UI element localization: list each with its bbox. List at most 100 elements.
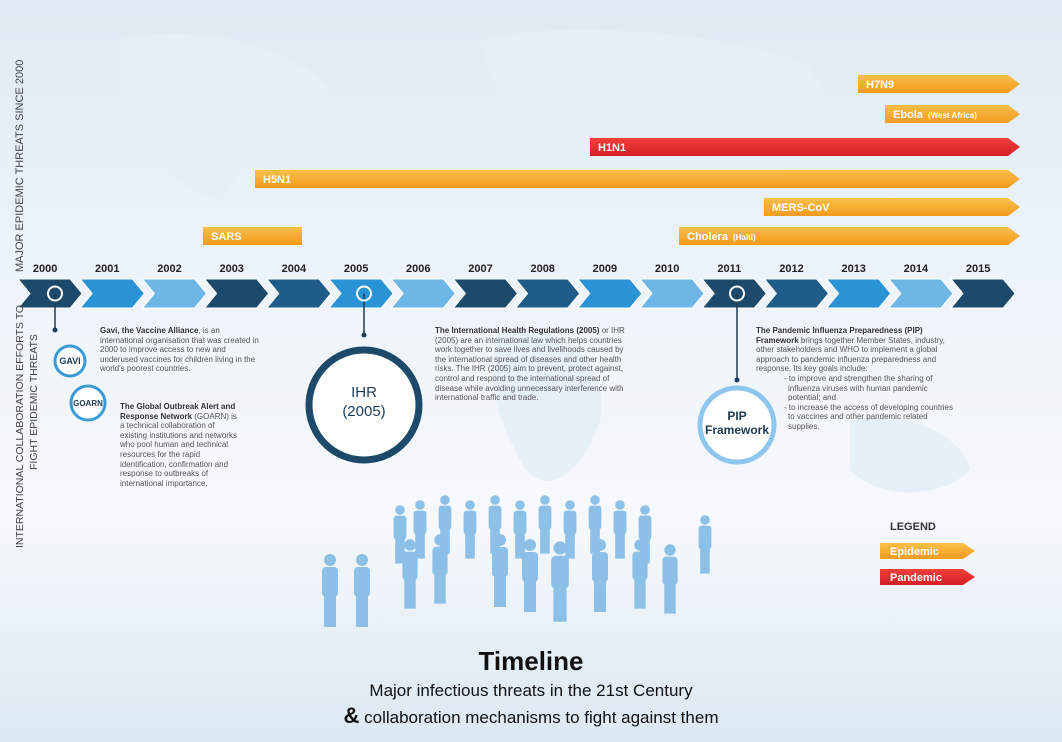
pip-badge-label: Framework bbox=[705, 423, 769, 437]
person-legs bbox=[494, 575, 506, 607]
ihr-badge bbox=[305, 346, 423, 464]
year-chevron bbox=[576, 278, 643, 309]
marker-ring bbox=[729, 285, 745, 302]
threat-label: Cholera (Haiti) bbox=[687, 231, 756, 243]
marker-dot bbox=[734, 377, 740, 383]
person-body bbox=[492, 547, 508, 577]
person-head bbox=[634, 539, 646, 551]
threat-bar bbox=[858, 75, 1020, 93]
person-body bbox=[322, 567, 338, 597]
person-body bbox=[551, 555, 569, 589]
bold-lead: The Global Outbreak Alert and Response N… bbox=[120, 402, 236, 421]
footer-line: Major infectious threats in the 21st Cen… bbox=[369, 681, 693, 700]
person-body bbox=[563, 510, 577, 535]
bold-lead: The International Health Regulations (20… bbox=[435, 326, 600, 335]
year-label: 2005 bbox=[344, 263, 368, 275]
threat-name: MERS-CoV bbox=[772, 202, 830, 214]
person-legs bbox=[615, 533, 625, 559]
threat-label: H1N1 bbox=[598, 142, 626, 154]
person-head bbox=[615, 500, 625, 510]
person-legs bbox=[404, 578, 416, 609]
person-body bbox=[522, 552, 538, 582]
person-head bbox=[565, 500, 575, 510]
person-head bbox=[415, 500, 425, 510]
year-label: 2009 bbox=[593, 263, 617, 275]
goarn-description: The Global Outbreak Alert and Response N… bbox=[120, 402, 238, 488]
person-body bbox=[354, 567, 370, 597]
person-legs bbox=[465, 533, 475, 559]
person-legs bbox=[664, 583, 676, 614]
threat-bar bbox=[203, 227, 302, 245]
threat-name: Cholera bbox=[687, 231, 729, 243]
person-body bbox=[613, 510, 627, 535]
threat-bar bbox=[764, 198, 1020, 216]
person-head bbox=[640, 505, 650, 515]
threat-label: Ebola (West Africa) bbox=[893, 109, 977, 121]
body-text: (GOARN) is a technical collaboration of … bbox=[120, 411, 237, 488]
marker-ring bbox=[47, 285, 63, 302]
person-body bbox=[592, 552, 608, 582]
person-body bbox=[662, 556, 678, 586]
person-body bbox=[698, 525, 712, 550]
marker-dot bbox=[361, 332, 367, 338]
threat-bar bbox=[679, 227, 1020, 245]
ihr-badge-label: IHR bbox=[351, 384, 377, 401]
legend-pandemic-swatch bbox=[880, 569, 975, 585]
side-label: INTERNATIONAL COLLABORATION EFFORTS TO bbox=[14, 304, 26, 548]
legend-item: Epidemic bbox=[890, 546, 939, 558]
person-legs bbox=[415, 533, 425, 559]
person-head bbox=[515, 500, 525, 510]
person-body bbox=[393, 515, 407, 540]
threat-bar bbox=[885, 105, 1020, 123]
year-label: 2015 bbox=[966, 263, 990, 275]
person-head bbox=[590, 495, 600, 505]
person-legs bbox=[594, 580, 606, 612]
bold-lead: The Pandemic Influenza Preparedness (PIP… bbox=[756, 326, 923, 345]
year-chevron bbox=[79, 278, 146, 309]
pip-badge bbox=[697, 385, 777, 465]
threat-label: H7N9 bbox=[866, 79, 894, 91]
person-head bbox=[700, 515, 710, 525]
year-label: 2011 bbox=[717, 263, 741, 275]
person-head bbox=[324, 554, 336, 566]
year-chevron bbox=[16, 278, 83, 309]
goarn-badge-label: GOARN bbox=[73, 399, 103, 408]
person-body bbox=[513, 510, 527, 535]
ihr-badge-label: (2005) bbox=[342, 403, 385, 420]
person-head bbox=[524, 539, 536, 551]
person-legs bbox=[395, 538, 405, 564]
threat-name: H7N9 bbox=[866, 79, 894, 91]
person-head bbox=[395, 505, 405, 515]
person-legs bbox=[553, 586, 567, 622]
person-head bbox=[434, 534, 446, 546]
person-body bbox=[463, 510, 477, 535]
threat-name: SARS bbox=[211, 231, 242, 243]
person-head bbox=[553, 541, 567, 555]
pip-description: The Pandemic Influenza Preparedness (PIP… bbox=[756, 326, 961, 432]
person-legs bbox=[524, 580, 536, 612]
year-chevron bbox=[390, 278, 457, 309]
person-head bbox=[594, 539, 606, 551]
year-chevron bbox=[638, 278, 705, 309]
year-chevron bbox=[141, 278, 208, 309]
gavi-badge-label: GAVI bbox=[59, 356, 80, 366]
pip-badge-label: PIP bbox=[727, 409, 746, 423]
people-silhouettes bbox=[322, 495, 712, 627]
person-body bbox=[538, 505, 552, 530]
year-chevron bbox=[265, 278, 332, 309]
footer-title: Timeline bbox=[478, 646, 584, 676]
person-body bbox=[632, 551, 648, 581]
year-label: 2000 bbox=[33, 263, 57, 275]
year-label: 2012 bbox=[779, 263, 803, 275]
gavi-badge bbox=[53, 344, 87, 378]
ampersand: & bbox=[343, 703, 360, 728]
person-legs bbox=[434, 573, 446, 604]
legend-item: Pandemic bbox=[890, 572, 942, 584]
person-legs bbox=[540, 528, 550, 554]
side-label: MAJOR EPIDEMIC THREATS SINCE 2000 bbox=[14, 59, 26, 272]
year-chevron bbox=[825, 278, 892, 309]
threat-label: MERS-CoV bbox=[772, 202, 830, 214]
person-legs bbox=[565, 533, 575, 559]
legend-epidemic-swatch bbox=[880, 543, 975, 559]
person-body bbox=[438, 505, 452, 530]
